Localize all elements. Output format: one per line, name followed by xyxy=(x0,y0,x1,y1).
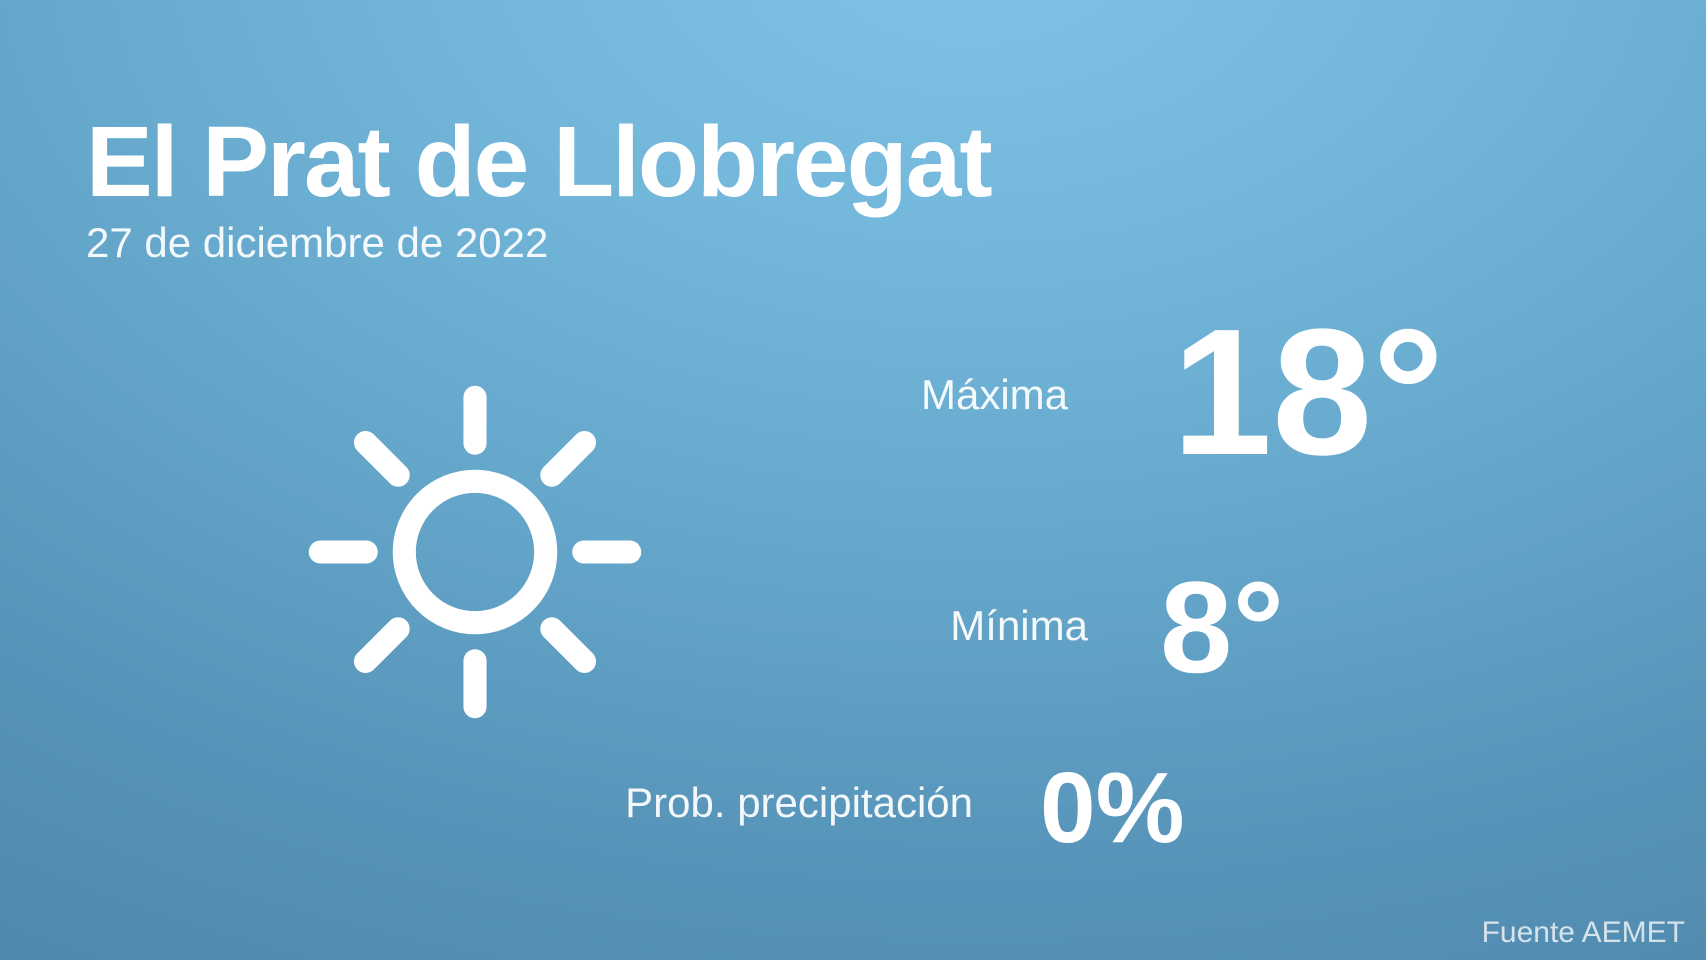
precipitation-probability-label: Prob. precipitación xyxy=(625,779,973,826)
sun-rays xyxy=(308,385,642,719)
date-text: 27 de diciembre de 2022 xyxy=(86,219,549,266)
data-source-credit: Fuente AEMET xyxy=(1481,916,1685,949)
precipitation-probability-value: 0% xyxy=(1040,752,1185,864)
min-temp-value: 8° xyxy=(1160,554,1285,700)
max-temp-label: Máxima xyxy=(920,371,1068,418)
min-temp-label: Mínima xyxy=(950,602,1088,649)
sun-icon xyxy=(308,385,642,719)
max-temp-value: 18° xyxy=(1172,292,1445,493)
location-title: El Prat de Llobregat xyxy=(86,106,993,218)
sun-core xyxy=(392,469,558,635)
